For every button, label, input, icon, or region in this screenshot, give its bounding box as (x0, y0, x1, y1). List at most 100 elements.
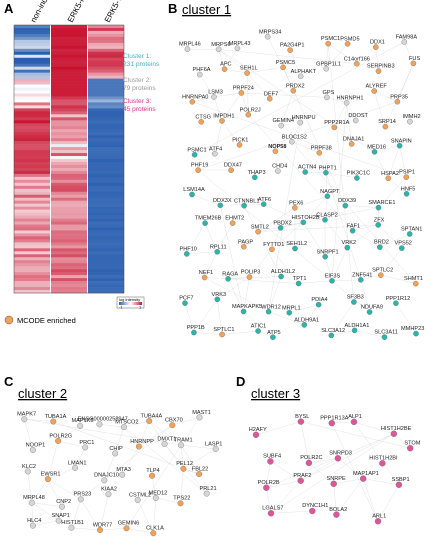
network-node: PEL12 (176, 461, 193, 472)
heatmap-cell (51, 156, 87, 160)
node-circle (184, 46, 191, 52)
heatmap-cell (14, 224, 50, 228)
legend-dot (4, 315, 14, 325)
edge (123, 426, 207, 494)
heatmap-cell (88, 147, 124, 151)
network-node: TUBA4A (141, 413, 163, 424)
node-label: HNF5 (401, 186, 416, 192)
heatmap-column-label: ERK5-T732E (103, 0, 133, 24)
node-label: VRK3 (212, 292, 227, 298)
heatmap-cell (88, 164, 124, 169)
edge (269, 76, 301, 99)
node-circle (184, 251, 190, 257)
node-circle (55, 517, 62, 524)
node-circle (333, 511, 340, 518)
edge (336, 478, 364, 515)
cluster-note: Cluster 2: (123, 77, 151, 84)
node-label: MAP1K5 (72, 418, 94, 424)
node-label: ALPHAKT (291, 69, 317, 75)
network-node: ALPHAKT (291, 69, 317, 80)
network-node: PHF10 (180, 247, 197, 257)
network-node: SNRPD3 (329, 451, 352, 462)
edge (218, 49, 375, 152)
node-circle (371, 149, 378, 155)
heatmap-cell (14, 129, 50, 133)
heatmap-cell (51, 227, 87, 231)
heatmap-cell (51, 179, 87, 184)
heatmap-cell (51, 111, 87, 115)
network-node: LMAN1 (68, 460, 87, 471)
heatmap-cell (51, 105, 87, 109)
node-circle (82, 444, 89, 451)
network-node: PRPF24 (233, 86, 254, 96)
node-label: CLASP2 (316, 212, 337, 218)
edge (204, 277, 269, 312)
node-circle (152, 494, 159, 501)
heatmap-cell (14, 275, 50, 279)
heatmap-cell (14, 147, 50, 151)
node-label: SMARCE1 (368, 200, 395, 206)
network-node: LSM14A (183, 187, 205, 198)
node-label: SNAPIN (391, 138, 412, 144)
network-node: ALP1 (348, 414, 362, 426)
network-node: STOM (404, 440, 421, 452)
heatmap-cell (14, 72, 50, 76)
edge (360, 279, 370, 313)
node-label: ZFX (374, 218, 385, 224)
network-node: SHMT1 (404, 276, 423, 287)
heatmap-border (13, 24, 125, 294)
node-label: HISTOH2B (292, 215, 320, 221)
edge (228, 276, 282, 279)
node-label: GPBP1L1 (316, 61, 341, 67)
edge (300, 421, 411, 449)
network-node: HIST1H2BE (381, 426, 412, 437)
node-circle (119, 471, 126, 478)
heatmap-cell (51, 147, 87, 151)
heatmap-cell (14, 218, 50, 222)
heatmap-cell (88, 156, 124, 160)
node-circle (297, 73, 304, 80)
heatmap-cell (14, 290, 50, 294)
heatmap-cell (88, 63, 124, 67)
edge (377, 484, 400, 522)
edge (186, 223, 206, 254)
node-label: TMEM26B (195, 216, 222, 222)
edge (300, 421, 310, 463)
node-label: IMMH2 (403, 114, 421, 120)
node-circle (366, 309, 373, 315)
node-label: PSMC1 (321, 36, 340, 42)
node-label: NEF1 (199, 270, 213, 276)
heatmap-cell (51, 117, 87, 121)
color-scale-bar (119, 302, 142, 305)
edge (126, 528, 154, 534)
node-label: BYSL (295, 414, 309, 420)
network-node: SRP14 (378, 119, 396, 130)
legend: MCODE enriched (4, 315, 76, 325)
heatmap-cell (14, 209, 50, 213)
node-circle (381, 334, 388, 340)
node-circle (301, 322, 308, 328)
network-node: MRPL48 (23, 495, 45, 506)
network-node: MAPK7 (17, 412, 36, 423)
heatmap-cell (88, 51, 124, 56)
edge (393, 433, 411, 449)
node-label: NAGPT (320, 189, 340, 195)
heatmap-cell (14, 194, 50, 199)
edge (204, 223, 218, 252)
node-circle (267, 458, 274, 465)
node-circle (300, 219, 307, 226)
edge (243, 205, 282, 277)
heatmap-cell (51, 245, 87, 249)
edge (199, 74, 215, 97)
node-circle (351, 299, 357, 305)
heatmap-cell (51, 221, 87, 225)
heatmap-cell (14, 215, 50, 219)
heatmap-cell (14, 25, 50, 29)
edge (267, 36, 284, 68)
edge (243, 277, 250, 312)
network-node: DYNC1H1 (302, 503, 328, 515)
edge (149, 420, 165, 445)
node-circle (180, 465, 187, 472)
heatmap-cell (14, 135, 50, 139)
